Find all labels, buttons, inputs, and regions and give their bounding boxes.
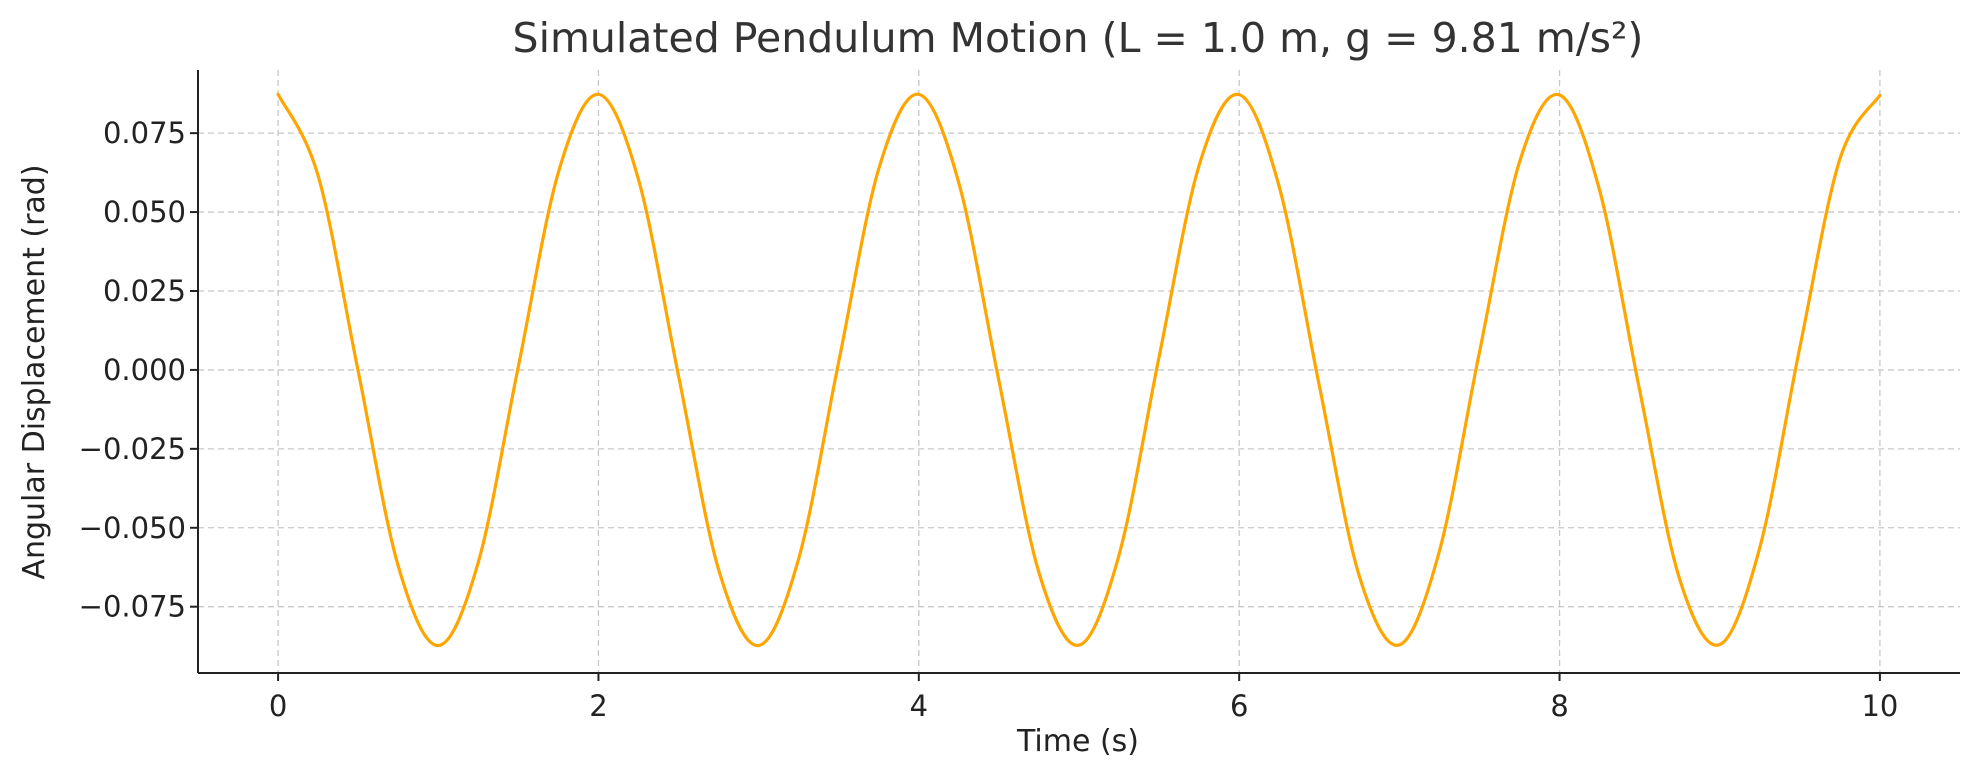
y-tick-label: −0.025 [79,432,186,466]
x-tick-label: 4 [910,689,928,723]
y-axis-label: Angular Displacement (rad) [17,164,52,579]
y-tick-label: 0.050 [103,195,186,229]
x-axis-ticks: 0 2 4 6 8 10 [269,673,1898,723]
series-line [276,92,1882,648]
chart-title: Simulated Pendulum Motion (L = 1.0 m, g … [513,14,1644,62]
x-axis-label: Time (s) [1016,724,1139,759]
y-gridlines [198,132,1960,608]
x-gridlines [277,70,1881,673]
y-tick-label: 0.025 [103,274,186,308]
x-tick-label: 10 [1861,689,1898,723]
y-axis-ticks: 0.075 0.050 0.025 0.000 −0.025 −0.050 −0.075 [79,116,198,624]
y-tick-label: −0.075 [79,590,186,624]
x-tick-label: 6 [1230,689,1248,723]
x-tick-label: 0 [269,689,287,723]
y-tick-label: −0.050 [79,511,186,545]
y-tick-label: 0.075 [103,116,186,150]
y-tick-label: 0.000 [103,353,186,387]
x-tick-label: 2 [589,689,607,723]
series-layer [276,92,1882,648]
x-tick-label: 8 [1550,689,1568,723]
